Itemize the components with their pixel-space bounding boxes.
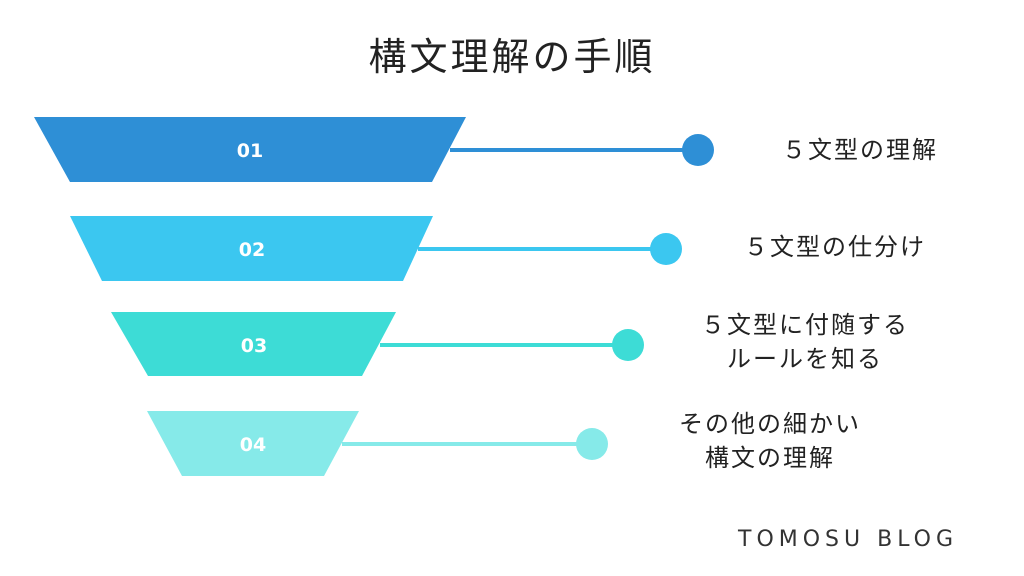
stage-label-2-line-1: ５文型の仕分け bbox=[744, 233, 926, 261]
funnel-segment-3 bbox=[111, 312, 396, 376]
funnel-stage-4: 04 bbox=[147, 411, 608, 476]
brand-logo-text: TOMOSU BLOG bbox=[738, 527, 959, 552]
funnel-stage-1: 01 bbox=[34, 117, 714, 182]
stage-label-3-line-2: ルールを知る bbox=[727, 345, 883, 373]
stage-label-4-line-1: その他の細かい bbox=[679, 410, 861, 438]
stage-number-4: 04 bbox=[240, 434, 266, 456]
stage-label-3-line-1: ５文型に付随する bbox=[701, 311, 909, 339]
connector-dot-2 bbox=[650, 233, 682, 265]
connector-dot-1 bbox=[682, 134, 714, 166]
connector-dot-3 bbox=[612, 329, 644, 361]
stage-label-3: ５文型に付随する ルールを知る bbox=[670, 308, 940, 376]
stage-label-2: ５文型の仕分け bbox=[710, 230, 960, 264]
stage-label-4: その他の細かい 構文の理解 bbox=[650, 407, 890, 475]
funnel-stage-2: 02 bbox=[70, 216, 682, 281]
stage-number-3: 03 bbox=[241, 335, 267, 357]
stage-label-1-line-1: ５文型の理解 bbox=[782, 136, 938, 164]
funnel-segment-1 bbox=[34, 117, 466, 182]
stage-label-1: ５文型の理解 bbox=[740, 133, 980, 167]
funnel-segment-2 bbox=[70, 216, 433, 281]
funnel-segment-4 bbox=[147, 411, 359, 476]
stage-number-2: 02 bbox=[239, 239, 265, 261]
stage-label-4-line-2: 構文の理解 bbox=[705, 444, 835, 472]
page-title: 構文理解の手順 bbox=[368, 35, 656, 79]
stage-number-1: 01 bbox=[237, 140, 263, 162]
funnel-stage-3: 03 bbox=[111, 312, 644, 376]
connector-dot-4 bbox=[576, 428, 608, 460]
